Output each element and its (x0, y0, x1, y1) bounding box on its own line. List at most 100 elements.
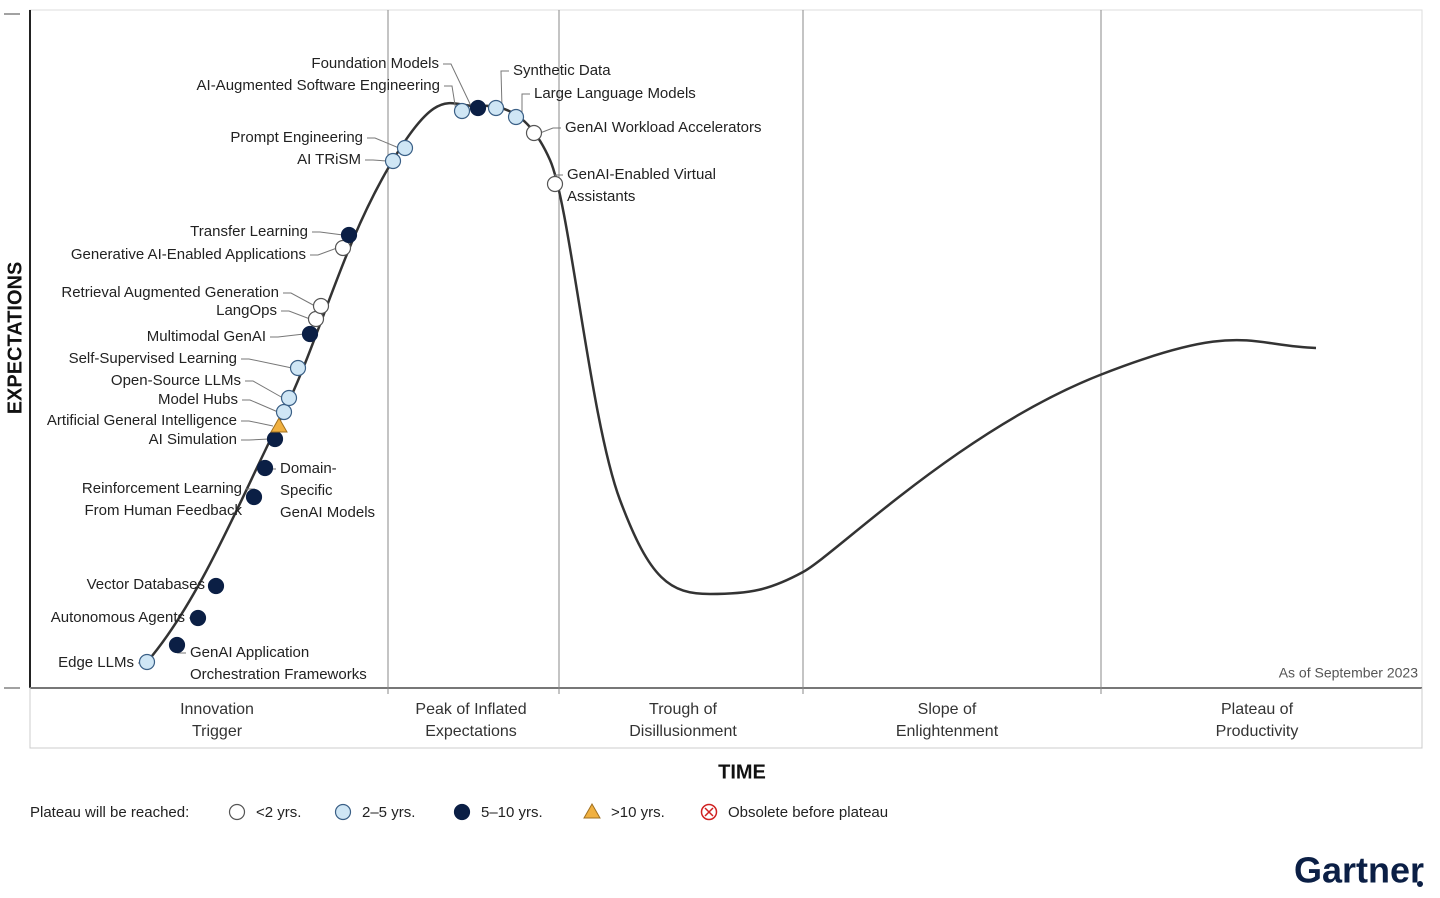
legend-label: <2 yrs. (256, 804, 301, 821)
technology-label: Reinforcement Learning (82, 480, 242, 497)
technology-label: From Human Feedback (84, 502, 242, 519)
legend-title: Plateau will be reached: (30, 804, 189, 821)
hype-curve (146, 101, 1317, 663)
phase-label: Expectations (425, 723, 517, 740)
technology-label: Artificial General Intelligence (47, 412, 237, 429)
leader-line (241, 358, 293, 369)
technology-label: Generative AI-Enabled Applications (71, 246, 306, 263)
technology-marker (275, 403, 293, 421)
technology-marker (487, 99, 505, 117)
leader-line (443, 63, 473, 109)
technology-label: Vector Databases (87, 576, 205, 593)
phase-label: Enlightenment (896, 723, 999, 740)
legend-marker (334, 803, 352, 821)
technology-label: Foundation Models (311, 55, 439, 72)
technology-label: Multimodal GenAI (147, 328, 266, 345)
legend-label: 5–10 yrs. (481, 804, 543, 821)
leader-line (312, 231, 344, 236)
technology-marker (266, 430, 284, 448)
leader-line (367, 137, 400, 149)
technology-marker (312, 297, 330, 315)
technology-label: Transfer Learning (190, 223, 308, 240)
technology-marker (270, 416, 288, 433)
phase-label: Peak of Inflated (415, 701, 526, 718)
technology-marker (453, 102, 471, 120)
leader-line (283, 292, 316, 307)
technology-marker (289, 359, 307, 377)
technology-marker (138, 653, 156, 671)
technology-marker (207, 577, 225, 595)
technology-label: Assistants (567, 188, 635, 205)
phase-label: Trough of (649, 701, 717, 718)
brand-dot (1417, 881, 1423, 887)
technology-label: GenAI Workload Accelerators (565, 119, 761, 136)
technology-label: Open-Source LLMs (111, 372, 241, 389)
technology-label: GenAI-Enabled Virtual (567, 166, 716, 183)
obsolete-cross (704, 807, 714, 817)
technology-label: Edge LLMs (58, 654, 134, 671)
legend-label: >10 yrs. (611, 804, 665, 821)
legend-marker (583, 802, 601, 819)
technology-label: Autonomous Agents (51, 609, 185, 626)
technology-label: Specific (280, 482, 333, 499)
technology-label: LangOps (216, 302, 277, 319)
technology-marker (340, 226, 358, 244)
legend-label: 2–5 yrs. (362, 804, 415, 821)
technology-marker (189, 609, 207, 627)
leader-line (281, 310, 311, 320)
technology-label: Retrieval Augmented Generation (61, 284, 279, 301)
technology-marker (469, 99, 487, 117)
leader-line (242, 399, 279, 413)
technology-label: Self-Supervised Learning (69, 350, 237, 367)
technology-label: AI Simulation (149, 431, 237, 448)
leader-line (241, 420, 274, 427)
technology-label: GenAI Models (280, 504, 375, 521)
technology-label: Model Hubs (158, 391, 238, 408)
technology-marker (334, 239, 352, 257)
x-axis-title: TIME (718, 761, 766, 783)
phase-label: Innovation (180, 701, 254, 718)
legend-marker (453, 803, 471, 821)
leader-line (500, 70, 509, 109)
technology-label: Orchestration Frameworks (190, 666, 367, 683)
phase-label: Trigger (192, 723, 243, 740)
phase-label: Plateau of (1221, 701, 1294, 718)
legend-label: Obsolete before plateau (728, 804, 888, 821)
leader-line (245, 380, 284, 399)
leader-line (310, 247, 338, 256)
technology-marker (301, 325, 319, 343)
technology-label: Prompt Engineering (230, 129, 363, 146)
technology-label: AI TRiSM (297, 151, 361, 168)
leader-line (539, 127, 561, 134)
technology-marker (507, 108, 525, 126)
plot-border (29, 9, 1423, 689)
phase-label: Disillusionment (629, 723, 737, 740)
y-axis-title: EXPECTATIONS (4, 262, 26, 415)
leader-line (365, 159, 388, 162)
technology-label: GenAI Application (190, 644, 309, 661)
technology-marker (396, 139, 414, 157)
technology-label: AI-Augmented Software Engineering (197, 77, 440, 94)
leader-line (444, 85, 457, 112)
leader-line (521, 93, 530, 117)
legend-marker (228, 803, 246, 821)
technology-marker (384, 152, 402, 170)
technology-marker (245, 488, 263, 506)
technology-label: Synthetic Data (513, 62, 611, 79)
phase-box (29, 687, 1423, 749)
technology-label: Large Language Models (534, 85, 696, 102)
technology-marker (256, 459, 274, 477)
technology-label: Domain- (280, 460, 337, 477)
phase-label: Productivity (1216, 723, 1299, 740)
brand: Gartner (1294, 850, 1424, 891)
technology-marker (525, 124, 543, 142)
date-note: As of September 2023 (1279, 665, 1419, 681)
phase-label: Slope of (918, 701, 977, 718)
technology-marker (168, 636, 186, 654)
leader-line (241, 438, 270, 441)
technology-marker (280, 389, 298, 407)
technology-marker (546, 175, 564, 193)
leader-line (270, 333, 305, 338)
